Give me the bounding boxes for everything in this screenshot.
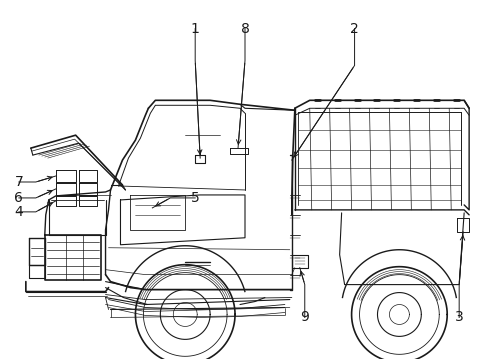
Text: 4: 4 (15, 205, 23, 219)
Text: 2: 2 (350, 22, 359, 36)
Text: 6: 6 (14, 191, 24, 205)
Text: 1: 1 (191, 22, 199, 36)
Text: 3: 3 (455, 310, 464, 324)
Text: 9: 9 (300, 310, 309, 324)
Text: 5: 5 (191, 191, 199, 205)
Text: 7: 7 (15, 175, 23, 189)
Text: 8: 8 (241, 22, 249, 36)
